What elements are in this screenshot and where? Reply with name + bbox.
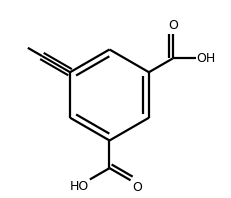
- Text: OH: OH: [195, 52, 215, 65]
- Text: O: O: [131, 181, 141, 194]
- Text: HO: HO: [69, 180, 88, 193]
- Text: O: O: [168, 19, 178, 32]
